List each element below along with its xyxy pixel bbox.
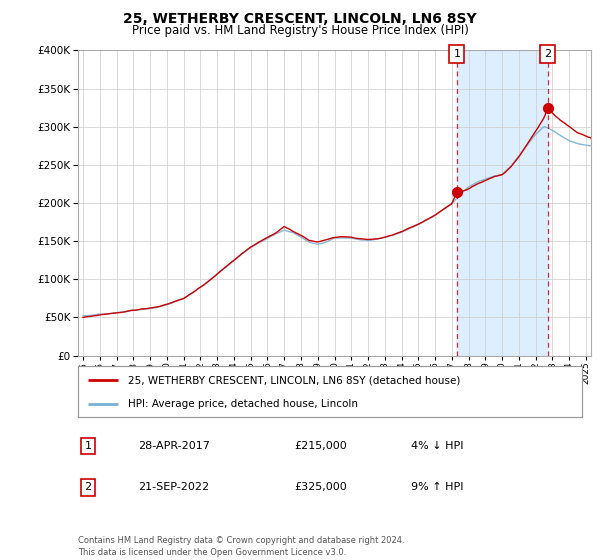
Text: 1: 1 [454,49,460,59]
Text: 2: 2 [544,49,551,59]
Text: 2: 2 [85,483,92,492]
Text: 21-SEP-2022: 21-SEP-2022 [139,483,209,492]
Bar [457,50,548,356]
Text: Price paid vs. HM Land Registry's House Price Index (HPI): Price paid vs. HM Land Registry's House … [131,24,469,36]
Text: £215,000: £215,000 [295,441,347,451]
Text: 28-APR-2017: 28-APR-2017 [139,441,211,451]
Text: Contains HM Land Registry data © Crown copyright and database right 2024.
This d: Contains HM Land Registry data © Crown c… [78,536,404,557]
Text: HPI: Average price, detached house, Lincoln: HPI: Average price, detached house, Linc… [128,399,358,409]
Text: 25, WETHERBY CRESCENT, LINCOLN, LN6 8SY: 25, WETHERBY CRESCENT, LINCOLN, LN6 8SY [123,12,477,26]
Text: 9% ↑ HPI: 9% ↑ HPI [410,483,463,492]
Text: 4% ↓ HPI: 4% ↓ HPI [410,441,463,451]
Text: 25, WETHERBY CRESCENT, LINCOLN, LN6 8SY (detached house): 25, WETHERBY CRESCENT, LINCOLN, LN6 8SY … [128,375,461,385]
Text: 1: 1 [85,441,92,451]
Text: £325,000: £325,000 [295,483,347,492]
